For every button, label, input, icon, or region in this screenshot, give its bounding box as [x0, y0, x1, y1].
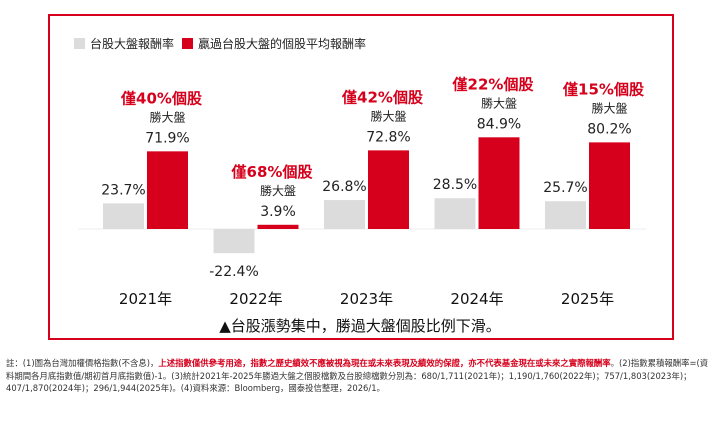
annotation-subtitle-3: 勝大盤 — [481, 95, 517, 110]
conclusion-text: ▲台股漲勢集中，勝過大盤個股比例下滑。 — [219, 317, 501, 335]
label-winners-2: 72.8% — [366, 129, 410, 145]
bar-winners-2 — [368, 150, 409, 229]
bar-winners-4 — [589, 142, 630, 229]
annotation-subtitle-0: 勝大盤 — [149, 109, 185, 124]
annotation-title-1: 僅68%個股 — [231, 163, 314, 181]
legend-label-winners: 贏過台股大盤的個股平均報酬率 — [198, 37, 367, 51]
label-winners-3: 84.9% — [477, 116, 521, 132]
annotation-title-2: 僅42%個股 — [341, 88, 424, 106]
category-label-3: 2024年 — [450, 290, 503, 308]
legend-swatch-market — [74, 38, 85, 49]
bar-market-1 — [213, 229, 255, 254]
label-winners-4: 80.2% — [587, 121, 631, 137]
footnotes: 註：(1)圖為台灣加權價格指數(不含息)，上述指數僅供參考用途，指數之歷史績效不… — [6, 357, 714, 395]
footnote-part1: 註：(1)圖為台灣加權價格指數(不含息)， — [6, 358, 159, 368]
annotation-subtitle-2: 勝大盤 — [370, 108, 406, 123]
annotation-title-0: 僅40%個股 — [120, 89, 203, 107]
footnote-part2: 。(2)指數累積報酬率=(資料期間各月底指數值/期初首月底指數值)-1。(3)統… — [6, 358, 709, 393]
category-label-1: 2022年 — [229, 290, 282, 308]
bar-market-0 — [103, 203, 144, 229]
label-market-2: 26.8% — [322, 179, 366, 195]
category-label-4: 2025年 — [561, 290, 614, 308]
label-winners-1: 3.9% — [260, 204, 296, 220]
annotation-title-4: 僅15%個股 — [562, 80, 645, 98]
footnote-disclaimer: 上述指數僅供參考用途，指數之歷史績效不應被視為現在或未來表現及績效的保證，亦不代… — [158, 358, 611, 368]
legend-item-market: 台股大盤報酬率 — [74, 35, 174, 52]
label-market-4: 25.7% — [543, 180, 587, 196]
bar-winners-1 — [257, 224, 299, 229]
label-winners-0: 71.9% — [145, 130, 189, 146]
legend-swatch-winners — [182, 38, 194, 49]
bar-winners-0 — [147, 151, 188, 229]
bar-market-3 — [434, 198, 476, 229]
legend: 台股大盤報酬率 贏過台股大盤的個股平均報酬率 — [74, 35, 374, 52]
legend-label-market: 台股大盤報酬率 — [90, 37, 175, 51]
category-label-2: 2023年 — [340, 290, 393, 308]
bar-chart: 23.7%71.9%勝大盤僅40%個股2021年-22.4%3.9%勝大盤僅68… — [78, 75, 646, 308]
label-market-3: 28.5% — [433, 177, 477, 193]
label-market-1: -22.4% — [209, 264, 259, 280]
bar-market-2 — [324, 200, 365, 229]
category-label-0: 2021年 — [119, 290, 172, 308]
bar-market-4 — [545, 201, 586, 229]
annotation-subtitle-4: 勝大盤 — [591, 100, 627, 115]
legend-item-winners: 贏過台股大盤的個股平均報酬率 — [182, 35, 366, 52]
annotation-title-3: 僅22%個股 — [452, 75, 535, 93]
bar-winners-3 — [478, 137, 520, 229]
label-market-0: 23.7% — [101, 182, 145, 198]
annotation-subtitle-1: 勝大盤 — [260, 183, 296, 198]
